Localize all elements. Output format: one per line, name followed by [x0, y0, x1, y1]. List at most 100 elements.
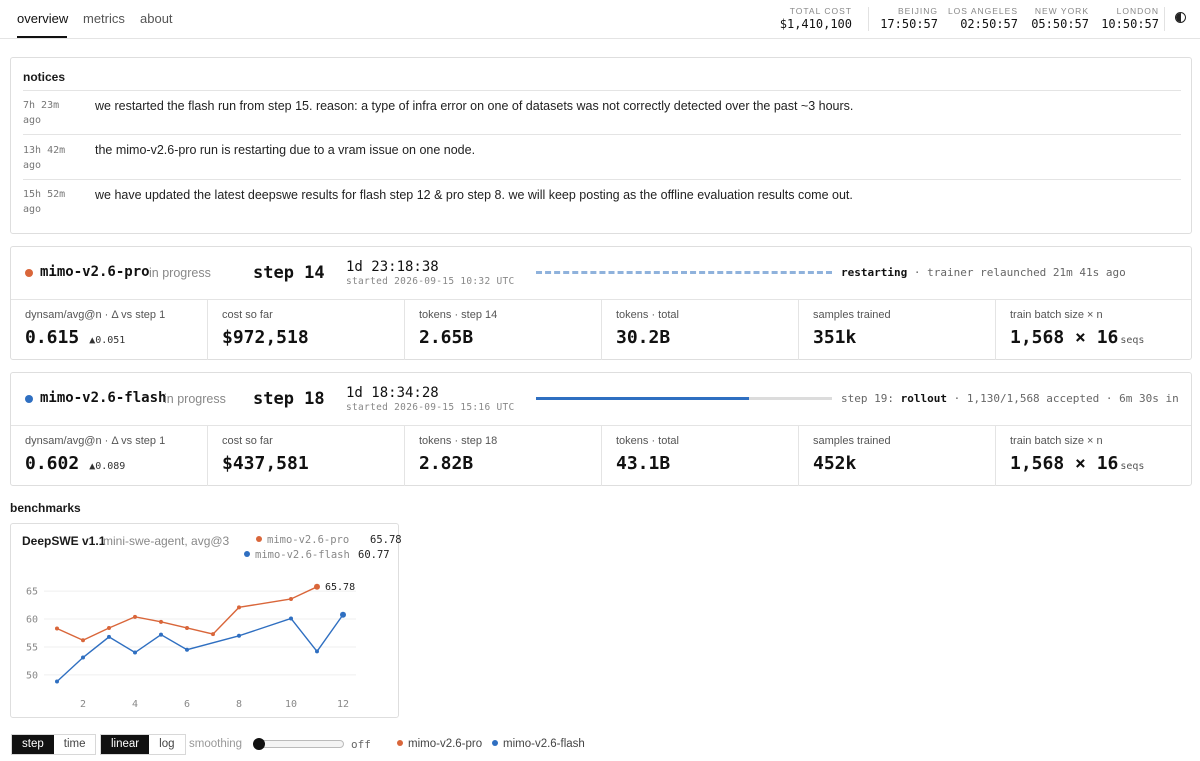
metric-value: 351k — [813, 327, 857, 348]
theme-toggle-icon[interactable] — [1175, 12, 1186, 23]
smoothing-slider-track[interactable] — [254, 740, 344, 748]
metric-number: 1,568 × 16 — [1010, 327, 1119, 348]
run-card-flash: mimo-v2.6-flash in progress step 18 1d 1… — [10, 372, 1192, 486]
total-cost: TOTAL COST $1,410,100 — [780, 6, 852, 31]
chart-card-deepswe: DeepSWE v1.1 mini-swe-agent, avg@3 mimo-… — [10, 523, 402, 718]
tab-metrics[interactable]: metrics — [83, 11, 125, 26]
run-step: step 18 — [253, 389, 325, 409]
run-started: started 2026-09-15 10:32 UTC — [346, 276, 515, 287]
data-point — [289, 596, 293, 601]
total-cost-label: TOTAL COST — [789, 6, 852, 16]
smoothing-value: off — [351, 738, 371, 751]
tab-about[interactable]: about — [140, 11, 173, 26]
series-line — [56, 586, 318, 642]
metric-label: samples trained — [813, 309, 891, 321]
metric-value: 0.602 ▲0.089 — [25, 453, 125, 474]
y-tick-label: 60 — [26, 615, 38, 626]
metric-batch-size: train batch size × n 1,568 × 16 seqs — [996, 426, 1191, 486]
legend-item-pro[interactable]: mimo-v2.6-pro 65.78 — [256, 534, 402, 546]
metric-label: cost so far — [222, 309, 273, 321]
legend-label: mimo-v2.6-flash — [255, 549, 350, 561]
data-point — [314, 583, 320, 590]
notice-text: we restarted the flash run from step 15.… — [95, 99, 854, 113]
clock-london: LONDON 10:50:57 — [1101, 6, 1159, 31]
metric-value: 0.615 ▲0.051 — [25, 327, 125, 348]
x-tick-label: 4 — [132, 699, 138, 710]
data-point — [81, 655, 85, 660]
footer-legend-pro[interactable]: mimo-v2.6-pro — [397, 738, 482, 750]
metric-value: 30.2B — [616, 327, 671, 348]
smoothing-slider-handle[interactable] — [253, 738, 265, 750]
metric-label: cost so far — [222, 435, 273, 447]
run-name[interactable]: mimo-v2.6-flash — [40, 390, 167, 406]
legend-dot — [256, 536, 262, 542]
metric-row: dynsam/avg@n · Δ vs step 1 0.602 ▲0.089 c… — [11, 425, 1191, 486]
metric-number: 1,568 × 16 — [1010, 453, 1119, 474]
data-point — [315, 649, 319, 654]
axis-mode-time[interactable]: time — [63, 738, 86, 750]
clock-time: 02:50:57 — [960, 17, 1018, 31]
x-tick-label: 12 — [337, 699, 349, 710]
tab-overview[interactable]: overview — [17, 11, 69, 26]
total-cost-value: $1,410,100 — [779, 17, 852, 31]
data-point — [107, 634, 111, 639]
divider — [23, 90, 1181, 91]
run-name[interactable]: mimo-v2.6-pro — [40, 264, 150, 280]
metric-row: dynsam/avg@n · Δ vs step 1 0.615 ▲0.051 c… — [11, 299, 1191, 360]
metric-unit: seqs — [1120, 461, 1145, 472]
scale-toggle: linear log — [100, 734, 186, 755]
clock-time: 10:50:57 — [1101, 17, 1159, 31]
footer-legend-flash[interactable]: mimo-v2.6-flash — [492, 738, 585, 750]
line-chart[interactable]: 50 55 60 65 2 4 6 8 10 12 65.78 — [11, 572, 398, 712]
legend-label: mimo-v2.6-pro — [408, 738, 483, 750]
metric-delta: ▲0.051 — [89, 335, 126, 346]
run-note: step 19: rollout · 1,130/1,568 accepted … — [841, 392, 1179, 405]
metric-value: 2.82B — [419, 453, 474, 474]
scale-log[interactable]: log — [159, 738, 175, 750]
metric-cost: cost so far $972,518 — [208, 300, 405, 360]
metric-label: tokens · step 18 — [419, 435, 498, 447]
legend-label: mimo-v2.6-pro — [267, 534, 350, 546]
legend-dot — [244, 551, 250, 557]
progress-fill — [536, 397, 750, 400]
data-point — [237, 633, 241, 638]
metric-dynsam: dynsam/avg@n · Δ vs step 1 0.615 ▲0.051 — [11, 300, 208, 360]
axis-mode-toggle: step time — [11, 734, 97, 755]
legend-label: mimo-v2.6-flash — [503, 738, 585, 750]
clock-label: LOS ANGELES — [947, 6, 1018, 16]
notice-text: the mimo-v2.6-pro run is restarting due … — [95, 143, 476, 157]
metric-tokens-total: tokens · total 43.1B — [602, 426, 799, 486]
run-status: in progress — [149, 266, 211, 280]
clock-los-angeles: LOS ANGELES 02:50:57 — [948, 6, 1018, 31]
top-bar: overview metrics about TOTAL COST $1,410… — [0, 0, 1200, 39]
metric-cost: cost so far $437,581 — [208, 426, 405, 486]
run-note-state: rollout — [900, 392, 947, 405]
data-point — [185, 647, 189, 652]
metric-value: 1,568 × 16 seqs — [1010, 453, 1144, 474]
progress-bar — [536, 397, 832, 400]
series-line — [56, 614, 344, 683]
metric-batch-size: train batch size × n 1,568 × 16 seqs — [996, 300, 1191, 360]
metric-delta: ▲0.089 — [89, 461, 126, 472]
run-note-state: restarting — [841, 266, 908, 279]
legend-dot — [397, 740, 403, 746]
metric-value: $437,581 — [222, 453, 309, 474]
active-tab-indicator — [17, 36, 67, 38]
metric-value: 1,568 × 16 seqs — [1010, 327, 1144, 348]
notices-title: notices — [23, 70, 66, 84]
divider — [23, 134, 1181, 135]
metric-tokens-step: tokens · step 14 2.65B — [405, 300, 602, 360]
x-tick-label: 10 — [285, 699, 297, 710]
legend-item-flash[interactable]: mimo-v2.6-flash 60.77 — [244, 549, 396, 561]
clock-label: NEW YORK — [1034, 6, 1089, 16]
metric-number: 0.602 — [25, 453, 80, 474]
scale-linear[interactable]: linear — [101, 735, 150, 754]
notice-time: 15h 52m ago — [23, 189, 66, 215]
metric-number: 0.615 — [25, 327, 80, 348]
run-step: step 14 — [253, 263, 325, 283]
axis-mode-step[interactable]: step — [12, 735, 54, 754]
notice-time: 7h 23m ago — [23, 100, 60, 126]
x-tick-label: 6 — [184, 699, 190, 710]
run-status-dot — [25, 269, 33, 277]
data-point — [211, 632, 215, 637]
